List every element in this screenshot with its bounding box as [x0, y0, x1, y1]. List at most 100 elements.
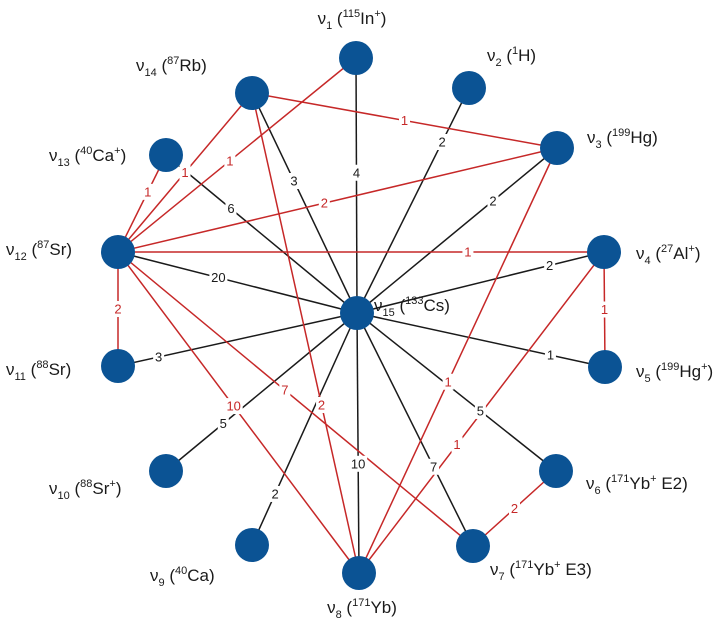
nodes-layer: [101, 41, 622, 590]
edge-label-bg-v12-v11: [112, 301, 124, 317]
edge-v15-v5: [356, 312, 606, 368]
edge-label-bg-v15-v5: [544, 347, 556, 364]
edge-label-bg-v15-v10: [217, 415, 229, 432]
edges-layer: [117, 57, 606, 574]
edge-labels-layer: 4 2 2 2 1 5 7 10 2 5 3 20 6 3 1 1 2 1 1 2 1 2 7 10 1 1 1 2: [112, 112, 610, 517]
edge-label-v12-v11: 2: [114, 302, 121, 317]
edge-label-v6-v7: 2: [511, 501, 518, 516]
edge-label-bg-v15-v7: [428, 458, 440, 475]
edge-label-bg-v4-v8: [451, 436, 463, 453]
edge-label-bg-v12-v4: [462, 244, 474, 260]
node-label-v7: ν7 (171Yb+ E3): [490, 559, 592, 583]
edge-label-v15-v6: 5: [477, 403, 484, 418]
edge-label-v15-v3: 2: [489, 193, 496, 208]
edge-v1-v12: [117, 57, 357, 253]
edge-v15-v4: [356, 251, 605, 314]
edge-label-v15-v10: 5: [220, 416, 227, 431]
node-v14: [235, 76, 269, 110]
edge-v15-v6: [356, 312, 557, 472]
edge-label-bg-v12-v8: [224, 398, 243, 415]
node-label-v8: ν8 (171Yb): [327, 597, 397, 619]
edge-v15-v8: [356, 312, 360, 574]
edge-v14-v8: [251, 92, 360, 574]
edge-label-bg-v15-v8: [349, 455, 368, 472]
edge-label-bg-v15-v13: [225, 200, 237, 217]
edge-label-v4-v8: 1: [453, 437, 460, 452]
node-v3: [540, 131, 574, 165]
edge-label-bg-v15-v14: [288, 173, 300, 189]
edge-label-v15-v9: 2: [271, 486, 278, 501]
edge-label-v1-v12: 1: [226, 153, 233, 168]
node-labels-layer: ν1 (115In+) ν2 (1H) ν3 (199Hg) ν4 (27Al+) ν5…: [6, 8, 713, 619]
node-v4: [587, 235, 621, 269]
edge-v15-v10: [165, 312, 358, 472]
edge-label-v15-v14: 3: [290, 174, 297, 189]
edge-label-v15-v4: 2: [546, 258, 553, 273]
edge-label-bg-v15-v3: [487, 192, 499, 209]
node-v13: [149, 138, 183, 172]
node-label-v12: ν12 (87Sr): [6, 239, 72, 263]
edge-v15-v3: [356, 147, 558, 314]
edge-label-bg-v12-v3: [318, 195, 330, 212]
node-v11: [101, 349, 135, 383]
edge-label-v14-v12: 1: [181, 165, 188, 180]
node-v12: [101, 235, 135, 269]
edge-label-bg-v15-v9: [269, 485, 281, 502]
edge-label-bg-v15-v4: [544, 257, 556, 274]
node-label-v6: ν6 (171Yb+ E2): [586, 473, 688, 497]
edge-label-bg-v15-v1: [350, 164, 362, 181]
edge-label-v12-v8: 10: [226, 399, 240, 414]
node-label-v13: ν13 (40Ca+): [49, 145, 126, 169]
edge-v15-v12: [117, 251, 358, 314]
node-v2: [452, 71, 486, 105]
edge-v3-v8: [358, 147, 558, 574]
node-v5: [588, 350, 622, 384]
edge-label-bg-v3-v8: [442, 373, 454, 390]
edge-label-v15-v13: 6: [227, 201, 234, 216]
node-label-v4: ν4 (27Al+): [636, 243, 701, 267]
node-v8: [342, 556, 376, 590]
node-label-v2: ν2 (1H): [487, 45, 536, 69]
node-v15: [340, 296, 374, 330]
edge-label-bg-v13-v12: [142, 183, 154, 200]
edge-v15-v13: [165, 154, 358, 314]
edge-label-v14-v3: 1: [401, 113, 408, 128]
node-v9: [235, 528, 269, 562]
edge-v15-v14: [251, 92, 358, 314]
edge-label-bg-v15-v2: [436, 134, 448, 150]
edge-label-v13-v12: 1: [144, 184, 151, 199]
node-v7: [456, 529, 490, 563]
edge-v15-v2: [356, 87, 470, 314]
node-v10: [149, 454, 183, 488]
edge-label-bg-v15-v6: [474, 402, 486, 419]
edge-v12-v7: [117, 251, 474, 547]
edge-v13-v12: [117, 154, 167, 253]
edge-label-v15-v8: 10: [351, 456, 365, 471]
edge-label-v4-v5: 1: [601, 302, 608, 317]
edge-label-v14-v8: 2: [318, 398, 325, 413]
node-label-v5: ν5 (199Hg+): [636, 361, 713, 385]
edge-label-bg-v1-v12: [224, 152, 236, 169]
node-label-v1: ν1 (115In+): [318, 8, 387, 32]
edge-label-v15-v12: 20: [211, 270, 225, 285]
node-label-v11: ν11 (88Sr): [6, 359, 71, 383]
node-v1: [339, 41, 373, 75]
edge-label-v12-v4: 1: [464, 245, 471, 260]
edge-v15-v1: [355, 57, 358, 314]
edge-label-v15-v2: 2: [439, 135, 446, 150]
node-label-v15: ν15 (133Cs): [374, 295, 450, 319]
edge-label-v12-v3: 2: [321, 196, 328, 211]
edge-v15-v7: [356, 312, 474, 547]
edge-label-v12-v7: 7: [281, 383, 288, 398]
edge-label-bg-v14-v8: [316, 397, 328, 413]
node-label-v3: ν3 (199Hg): [587, 127, 658, 151]
edge-label-bg-v15-v11: [153, 348, 165, 365]
edge-label-v15-v1: 4: [353, 165, 360, 180]
edge-label-v15-v5: 1: [547, 348, 554, 363]
edge-v15-v9: [251, 312, 358, 546]
edge-label-bg-v4-v5: [599, 301, 610, 318]
node-label-v9: ν9 (40Ca): [150, 565, 215, 589]
edge-label-bg-v14-v3: [399, 112, 410, 129]
node-v6: [539, 454, 573, 488]
